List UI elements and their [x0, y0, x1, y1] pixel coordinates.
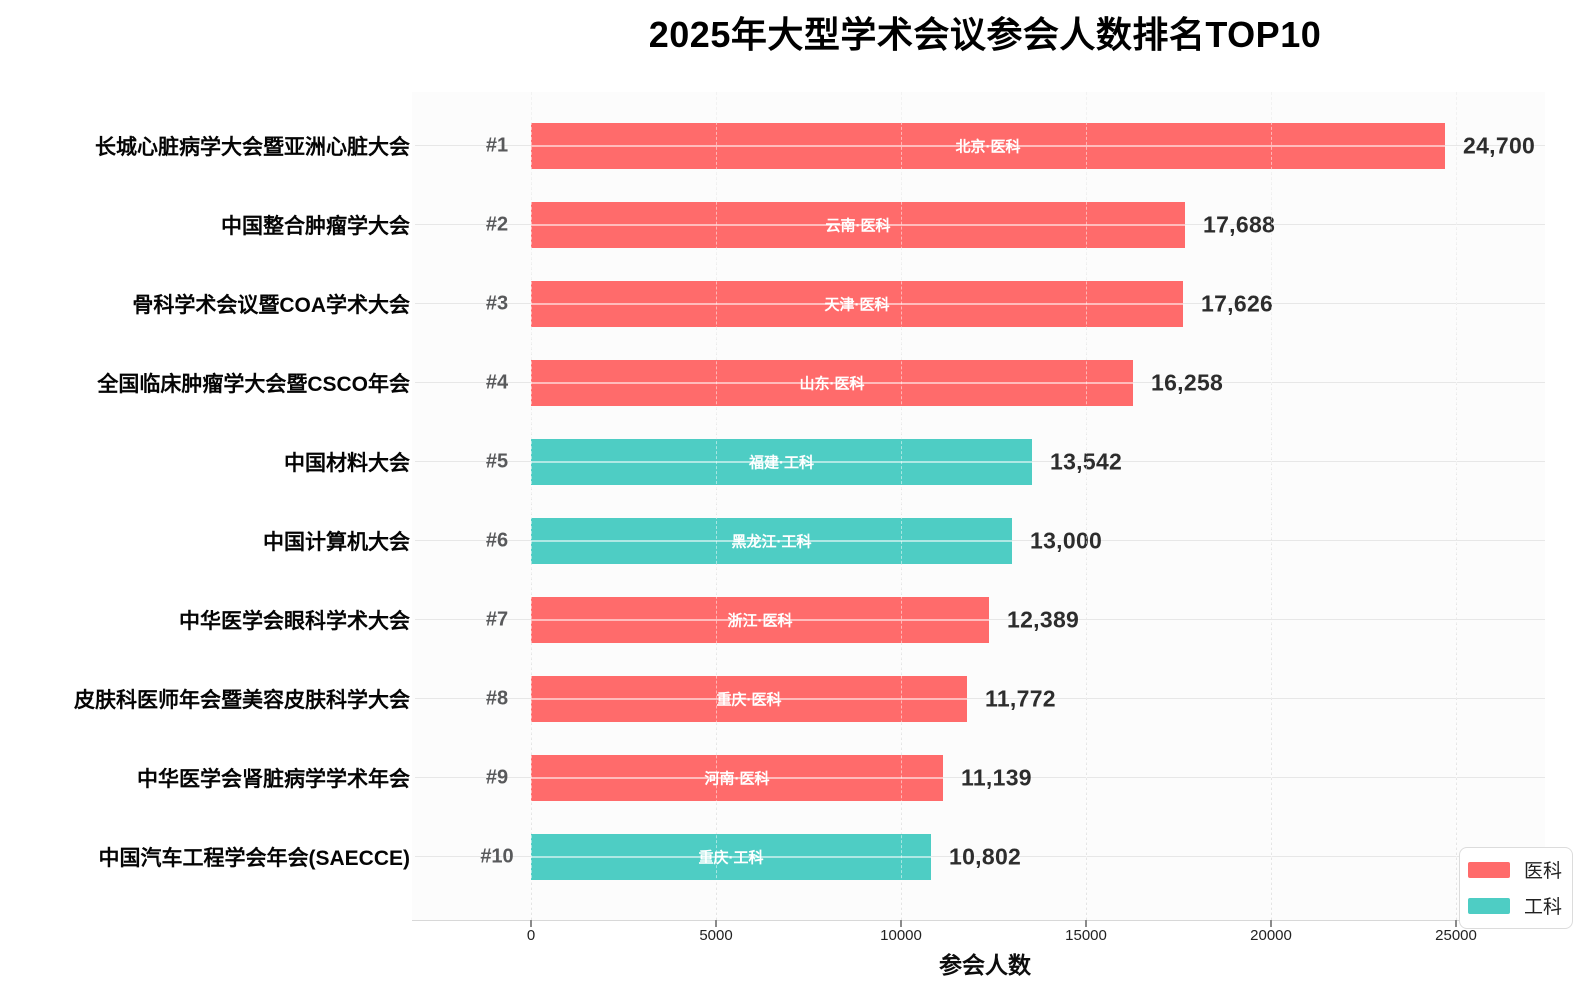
x-tick-mark	[1085, 920, 1087, 927]
conference-name-label: 骨科学术会议暨COA学术大会	[132, 293, 410, 317]
conference-name-label: 全国临床肿瘤学大会暨CSCO年会	[97, 372, 410, 396]
conference-name-label: 中华医学会肾脏病学学术年会	[137, 767, 410, 791]
row-gridline	[415, 776, 1545, 778]
bar: 浙江·医科	[531, 596, 989, 643]
rank-label: #3	[485, 292, 509, 314]
chart-row: 中国材料大会 #5 福建·工科 13,542	[0, 422, 1587, 501]
x-tick-mark	[530, 920, 532, 927]
x-tick-label: 15000	[1065, 927, 1107, 944]
x-tick-mark	[900, 920, 902, 927]
legend-swatch	[1468, 897, 1510, 914]
value-label: 24,700	[1463, 132, 1536, 158]
conference-name-label: 中国整合肿瘤学大会	[221, 214, 410, 238]
rank-label: #7	[485, 608, 509, 630]
value-label: 11,139	[961, 764, 1032, 790]
rank-label: #10	[480, 845, 514, 867]
conference-name-label: 皮肤科医师年会暨美容皮肤科学大会	[74, 688, 410, 712]
x-tick-label: 0	[526, 927, 536, 944]
rank-label: #1	[485, 134, 509, 156]
bar-region-label: 重庆·工科	[698, 849, 764, 866]
vertical-gridline-overlay	[1271, 92, 1272, 918]
bar: 黑龙江·工科	[531, 517, 1012, 564]
value-label: 10,802	[949, 843, 1022, 869]
x-tick-label: 20000	[1250, 927, 1292, 944]
vertical-gridline-overlay	[1456, 92, 1457, 918]
rank-label: #8	[485, 687, 509, 709]
chart-row: 皮肤科医师年会暨美容皮肤科学大会 #8 重庆·医科 11,772	[0, 659, 1587, 738]
chart-row: 骨科学术会议暨COA学术大会 #3 天津·医科 17,626	[0, 264, 1587, 343]
bar: 天津·医科	[531, 280, 1183, 327]
bar-region-label: 重庆·医科	[716, 691, 782, 708]
bar: 重庆·工科	[531, 833, 931, 880]
row-gridline	[415, 855, 1545, 857]
bar: 福建·工科	[531, 438, 1032, 485]
legend-label: 工科	[1524, 897, 1563, 918]
rank-label: #4	[485, 371, 509, 393]
value-label: 13,542	[1050, 448, 1123, 474]
rank-label: #5	[485, 450, 509, 472]
conference-name-label: 中国计算机大会	[263, 530, 410, 554]
value-label: 13,000	[1030, 527, 1103, 553]
value-label: 17,688	[1203, 211, 1276, 237]
bar: 河南·医科	[531, 754, 943, 801]
value-label: 12,389	[1007, 606, 1080, 632]
bar-region-label: 云南·医科	[825, 217, 891, 234]
x-tick-label: 10000	[880, 927, 922, 944]
conference-name-label: 中华医学会眼科学术大会	[179, 609, 410, 633]
bar-region-label: 浙江·医科	[727, 612, 793, 629]
x-tick-label: 25000	[1435, 927, 1477, 944]
chart-row: 长城心脏病学大会暨亚洲心脏大会 #1 北京·医科 24,700	[0, 106, 1587, 185]
x-axis-title: 参会人数	[939, 952, 1031, 978]
x-tick-mark	[1455, 920, 1457, 927]
x-tick-mark	[1270, 920, 1272, 927]
vertical-gridline-overlay	[901, 92, 902, 918]
bar-region-label: 山东·医科	[799, 375, 865, 392]
conference-name-label: 中国材料大会	[284, 451, 410, 475]
vertical-gridline-overlay	[716, 92, 717, 918]
value-label: 16,258	[1151, 369, 1224, 395]
x-tick-mark	[715, 920, 717, 927]
value-label: 11,772	[985, 685, 1056, 711]
vertical-gridline-overlay	[1086, 92, 1087, 918]
legend-entry: 医科	[1468, 856, 1563, 883]
bar-region-label: 北京·医科	[955, 138, 1021, 155]
x-tick-label: 5000	[699, 927, 733, 944]
chart-row: 中国计算机大会 #6 黑龙江·工科 13,000	[0, 501, 1587, 580]
bar: 北京·医科	[531, 122, 1445, 169]
conference-name-label: 长城心脏病学大会暨亚洲心脏大会	[95, 135, 410, 159]
vertical-gridline-overlay	[531, 92, 532, 918]
legend-swatch	[1468, 861, 1510, 878]
bar-region-label: 黑龙江·工科	[731, 533, 812, 550]
rank-label: #9	[485, 766, 509, 788]
bar-region-label: 河南·医科	[704, 770, 770, 787]
chart-row: 中华医学会肾脏病学学术年会 #9 河南·医科 11,139	[0, 738, 1587, 817]
chart-title: 2025年大型学术会议参会人数排名TOP10	[648, 14, 1322, 55]
chart-row: 中国汽车工程学会年会(SAECCE) #10 重庆·工科 10,802	[0, 817, 1587, 896]
bar-region-label: 福建·工科	[749, 454, 814, 471]
conference-name-label: 中国汽车工程学会年会(SAECCE)	[98, 846, 410, 870]
rank-label: #6	[485, 529, 509, 551]
row-gridline	[415, 697, 1545, 699]
chart-row: 中华医学会眼科学术大会 #7 浙江·医科 12,389	[0, 580, 1587, 659]
bar: 重庆·医科	[531, 675, 967, 722]
value-label: 17,626	[1201, 290, 1274, 316]
legend-entry: 工科	[1468, 892, 1563, 919]
chart-row: 全国临床肿瘤学大会暨CSCO年会 #4 山东·医科 16,258	[0, 343, 1587, 422]
rank-label: #2	[485, 213, 509, 235]
bar: 云南·医科	[531, 201, 1185, 248]
legend-label: 医科	[1524, 861, 1563, 882]
chart-row: 中国整合肿瘤学大会 #2 云南·医科 17,688	[0, 185, 1587, 264]
bar: 山东·医科	[531, 359, 1133, 406]
bar-region-label: 天津·医科	[824, 296, 890, 313]
legend: 医科 工科	[1459, 847, 1573, 929]
